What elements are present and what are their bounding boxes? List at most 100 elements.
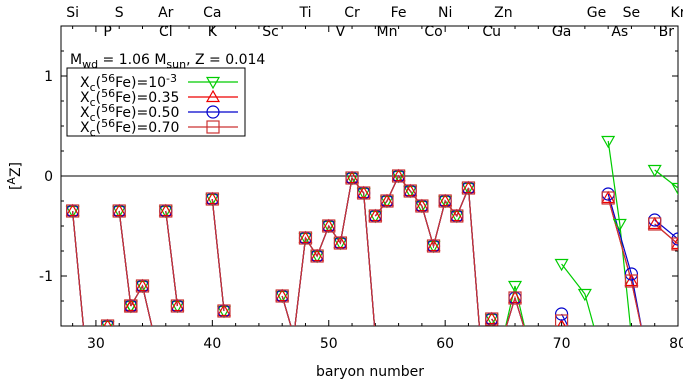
series-line-group xyxy=(72,174,678,326)
data-point xyxy=(100,320,115,326)
data-point xyxy=(356,187,371,201)
data-point xyxy=(379,193,394,207)
data-point xyxy=(507,280,523,294)
data-point xyxy=(554,307,569,321)
data-point xyxy=(206,120,220,134)
legend-label: Xc(56Fe)=0.35 xyxy=(80,87,179,109)
series-line xyxy=(561,263,595,326)
data-point xyxy=(449,210,464,224)
data-point xyxy=(414,198,429,212)
data-point xyxy=(123,300,138,314)
data-point xyxy=(135,279,150,293)
data-point xyxy=(484,311,499,325)
element-label-top: Ti xyxy=(298,5,311,21)
data-point xyxy=(485,312,499,326)
series-line xyxy=(294,176,376,326)
data-point xyxy=(103,318,112,326)
element-label-top: S xyxy=(115,5,124,21)
element-label-bottom: Mn xyxy=(376,24,397,40)
data-point xyxy=(112,204,126,218)
data-point xyxy=(345,172,360,186)
series-line xyxy=(106,325,108,326)
legend-label: Xc(56Fe)=10-3 xyxy=(80,72,177,94)
data-point xyxy=(216,303,232,317)
data-point xyxy=(345,170,360,184)
data-point xyxy=(322,219,336,233)
data-point xyxy=(507,290,523,304)
data-point xyxy=(612,218,627,232)
x-tick-label: 80 xyxy=(669,336,683,352)
data-point xyxy=(206,105,220,119)
element-label-top: Fe xyxy=(391,5,407,21)
data-point xyxy=(333,236,347,250)
data-point xyxy=(449,208,464,222)
element-label-bottom: Ga xyxy=(552,24,571,40)
data-point xyxy=(310,248,325,262)
label-layer: 30 40 50 60 70 80 -1 0 1 Si S Ar Ca Ti Cr Fe Ni Zn Ge Se Kr P… xyxy=(39,5,683,352)
data-point xyxy=(391,170,406,184)
data-point xyxy=(123,298,138,312)
data-point xyxy=(112,203,127,217)
data-point xyxy=(345,171,359,185)
element-label-top: Cr xyxy=(344,5,360,21)
series-line xyxy=(505,295,525,326)
series-line xyxy=(106,325,108,326)
series-line xyxy=(607,197,642,326)
data-point xyxy=(438,194,452,208)
element-label-bottom: Cl xyxy=(159,24,173,40)
data-point xyxy=(321,218,336,232)
series-line-group xyxy=(72,140,678,326)
x-tick-label: 30 xyxy=(87,336,105,352)
y-tick-label: -1 xyxy=(39,269,53,285)
data-point xyxy=(205,89,221,103)
data-point xyxy=(647,164,662,178)
element-label-top: Ge xyxy=(587,5,606,21)
data-point xyxy=(356,185,371,199)
data-point xyxy=(368,208,383,222)
data-point xyxy=(205,76,221,90)
data-point xyxy=(601,191,615,205)
data-point xyxy=(170,299,185,313)
data-point xyxy=(670,182,678,196)
data-point xyxy=(275,290,290,304)
series-line xyxy=(654,223,678,245)
element-label-bottom: As xyxy=(611,24,628,40)
y-tick-label: 0 xyxy=(44,169,53,185)
annotation-text: Mwd = 1.06 Msun, Z = 0.014 xyxy=(70,52,265,71)
data-point xyxy=(298,231,313,245)
data-point xyxy=(414,200,429,214)
x-tick-label: 40 xyxy=(203,336,221,352)
element-label-bottom: Sc xyxy=(262,24,279,40)
series-line xyxy=(294,176,376,326)
element-label-top: Ca xyxy=(203,5,221,21)
element-label-top: Ni xyxy=(438,5,452,21)
data-point xyxy=(403,184,417,198)
data-point xyxy=(380,194,394,208)
data-point xyxy=(333,235,348,249)
data-point xyxy=(368,209,382,223)
x-tick-label: 50 xyxy=(320,336,338,352)
data-point xyxy=(298,230,313,244)
data-point xyxy=(438,193,453,207)
series-line xyxy=(106,325,108,326)
data-point xyxy=(601,135,616,149)
data-point xyxy=(601,190,616,204)
series-line xyxy=(211,198,225,312)
data-point xyxy=(554,314,569,326)
data-point xyxy=(275,288,290,302)
data-point xyxy=(321,220,336,234)
y-tick-label: 1 xyxy=(44,69,53,85)
data-point xyxy=(357,186,371,200)
x-tick-label: 60 xyxy=(436,336,454,352)
data-point xyxy=(205,191,220,205)
data-point xyxy=(577,288,592,302)
series-line xyxy=(374,174,480,326)
data-point xyxy=(415,199,429,213)
series-layer xyxy=(72,140,678,326)
data-point xyxy=(205,192,219,206)
data-point xyxy=(159,204,173,218)
data-point xyxy=(461,180,476,194)
data-point xyxy=(66,204,80,218)
data-point xyxy=(65,203,80,217)
